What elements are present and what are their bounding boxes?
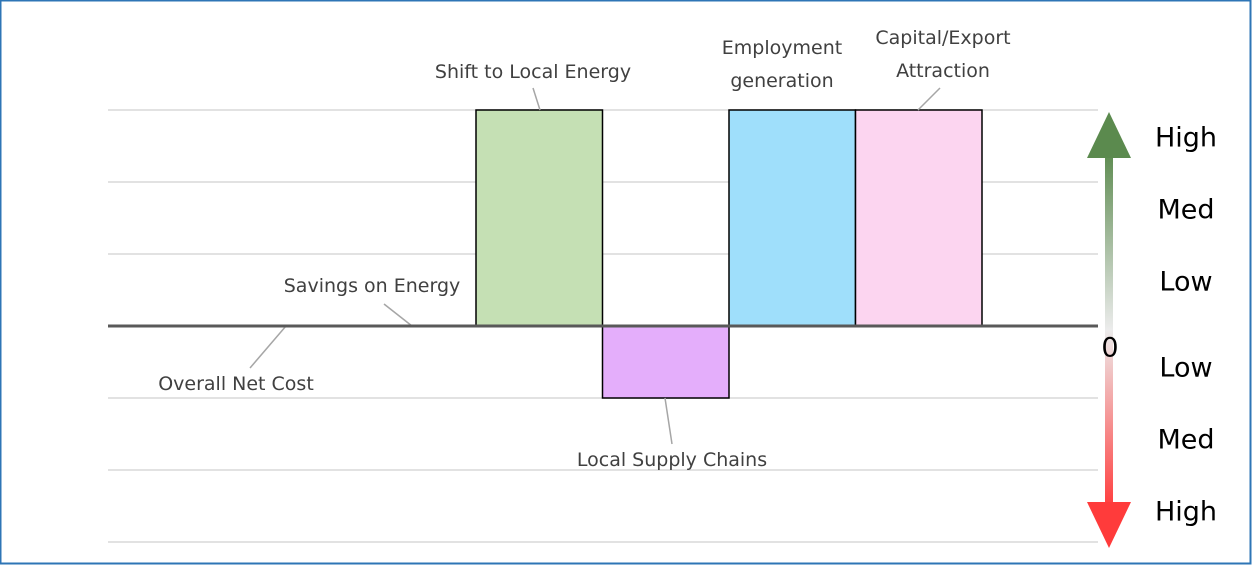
y-tick-label: High (1154, 496, 1218, 528)
category-label: Overall Net Cost (158, 373, 314, 395)
leader-line (917, 87, 941, 111)
category-label: Shift to Local Energy (434, 61, 632, 83)
leader-line (664, 397, 673, 445)
y-tick-label: Low (1159, 352, 1213, 384)
y-tick-label: Low (1159, 266, 1213, 298)
leader-line (383, 303, 413, 327)
bar (728, 109, 857, 327)
leader-line (532, 87, 541, 111)
y-tick-label: Med (1157, 424, 1215, 456)
y-tick-label: Med (1157, 194, 1215, 226)
y-tick-label: High (1154, 122, 1218, 154)
category-label: Employment generation (721, 37, 843, 92)
axis-arrow-up (1087, 112, 1131, 158)
bar (854, 109, 983, 327)
category-label: Capital/Export Attraction (875, 27, 1011, 82)
axis-arrow-down (1087, 502, 1131, 548)
category-label: Savings on Energy (283, 275, 461, 297)
axis-arrow-shaft (1105, 150, 1113, 510)
bar (475, 109, 604, 327)
y-tick-label: 0 (1101, 332, 1119, 364)
category-label: Local Supply Chains (576, 449, 768, 471)
leader-line (249, 325, 287, 369)
bar (601, 325, 730, 399)
